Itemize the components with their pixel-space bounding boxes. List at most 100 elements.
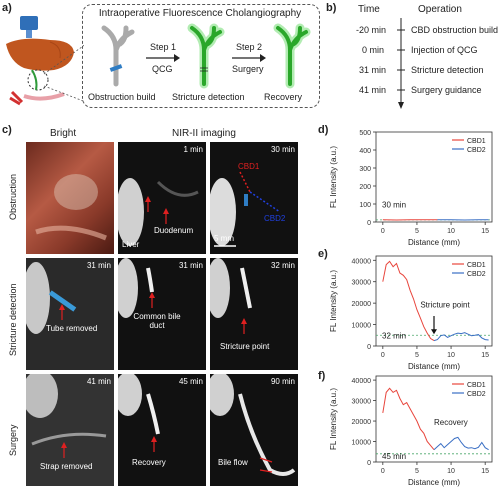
strap-removed-label: Strap removed: [40, 462, 93, 471]
nir-image-1min: 1 min Duodenum Liver: [118, 142, 206, 254]
time-label: 90 min: [270, 377, 295, 386]
legend-label: CBD1: [467, 138, 486, 145]
recovery-label: Recovery: [132, 458, 166, 467]
y-axis-label: FL Intensity (a.u.): [329, 146, 338, 208]
x-tick-label: 5: [415, 468, 419, 475]
chart-annotation: Stricture point: [420, 300, 470, 309]
nir-image-30min: 30 min CBD1 CBD2 5 mm: [210, 142, 298, 254]
panel-b-letter: b): [326, 2, 337, 14]
time-label: 30 min: [270, 145, 295, 154]
series-line-cbd1: [382, 387, 435, 451]
panel-a-letter: a): [2, 2, 12, 14]
time-annotation: 30 min: [382, 201, 406, 210]
x-tick-label: 0: [381, 468, 385, 475]
y-tick-label: 100: [359, 202, 371, 209]
y-tick-label: 0: [367, 460, 371, 467]
bright-image-obstruction: [26, 142, 114, 254]
op-row-2: Injection of QCG: [411, 45, 478, 55]
panel-f-letter: f): [318, 370, 326, 382]
x-tick-label: 15: [481, 352, 489, 359]
y-tick-label: 30000: [352, 280, 372, 287]
time-annotation: 45 min: [382, 452, 406, 461]
duodenum-label: Duodenum: [154, 226, 194, 235]
obstruction-duct: [101, 25, 135, 87]
workflow-title: Intraoperative Fluorescence Cholangiogra…: [98, 8, 302, 19]
series-line-cbd2: [433, 332, 489, 342]
x-tick-label: 0: [381, 352, 385, 359]
y-axis-label: FL Intensity (a.u.): [329, 270, 338, 332]
x-tick-label: 10: [447, 468, 455, 475]
recovery-duct: [273, 23, 311, 89]
y-tick-label: 10000: [352, 440, 372, 447]
col-time-header: Time: [358, 4, 380, 15]
op-row-3: Stricture detection: [411, 65, 484, 75]
legend-label: CBD2: [467, 271, 486, 278]
y-tick-label: 40000: [352, 258, 372, 265]
x-tick-label: 15: [481, 228, 489, 235]
nir-image-45min: 45 min Recovery: [118, 374, 206, 486]
time-label: 31 min: [178, 261, 203, 270]
chart-annotation: Recovery: [434, 418, 468, 427]
workflow-box: [82, 4, 320, 108]
stricture-point-label: Stricture point: [220, 342, 270, 351]
step2-label: Step 2: [236, 42, 263, 52]
time-label: 45 min: [178, 377, 203, 386]
time-row-4: 41 min: [359, 85, 387, 95]
op-row-4: Surgery guidance: [411, 85, 482, 95]
timeline-axis: [397, 18, 405, 109]
y-tick-label: 400: [359, 148, 371, 155]
liver-label: Liver: [122, 240, 140, 249]
y-tick-label: 20000: [352, 301, 372, 308]
x-axis-label: Distance (mm): [408, 478, 460, 487]
stricture-duct: [187, 23, 225, 89]
chart-f: 0 10000 20000 30000 40000 0 5 10 15 Distance (mm)…: [329, 375, 493, 487]
nir-image-32min: 32 min Stricture point: [210, 258, 298, 370]
step1-sub: QCG: [152, 64, 173, 74]
step1-label: Step 1: [150, 42, 177, 52]
stage-label-1: Obstruction build: [88, 92, 156, 102]
syringe-icon: [20, 16, 38, 30]
panel-c-letter: c): [2, 124, 12, 136]
x-tick-label: 15: [481, 468, 489, 475]
x-tick-label: 10: [447, 352, 455, 359]
nir-image-31min: 31 min Common bile duct: [118, 258, 206, 370]
y-tick-label: 40000: [352, 378, 372, 385]
y-tick-label: 300: [359, 166, 371, 173]
y-tick-label: 30000: [352, 399, 372, 406]
x-tick-label: 0: [381, 228, 385, 235]
y-tick-label: 0: [367, 344, 371, 351]
y-axis-label: FL Intensity (a.u.): [329, 388, 338, 450]
stage-label-3: Recovery: [264, 92, 303, 102]
x-axis-label: Distance (mm): [408, 238, 460, 247]
time-label: 41 min: [86, 377, 111, 386]
chart-d: 0 100 200 300 400 500 0 5 10 15 Distance (mm) FL In…: [329, 130, 493, 247]
legend-label: CBD2: [467, 147, 486, 154]
zoom-circle: [27, 69, 49, 91]
liver-illustration: [6, 16, 84, 106]
common-bile-duct-label: Common bile duct: [133, 312, 181, 330]
annotation-arrowhead: [431, 329, 437, 335]
y-tick-label: 0: [367, 220, 371, 227]
laser-icon: [9, 90, 24, 106]
plot-frame: [375, 131, 493, 223]
panel-d-letter: d): [318, 124, 329, 136]
x-tick-label: 5: [415, 352, 419, 359]
cbd2-label: CBD2: [264, 214, 286, 223]
step2-sub: Surgery: [232, 64, 264, 74]
col-bright-header: Bright: [50, 128, 77, 139]
y-tick-label: 200: [359, 184, 371, 191]
row-label-surgery: Surgery: [8, 424, 18, 456]
time-label: 1 min: [183, 145, 203, 154]
bright-image-31min: 31 min Tube removed: [26, 258, 114, 370]
chart-e: 0 10000 20000 30000 40000 0 5 10 15 Distance (mm)…: [329, 255, 493, 371]
col-nir-header: NIR-II imaging: [172, 128, 236, 139]
x-axis-label: Distance (mm): [408, 362, 460, 371]
time-row-3: 31 min: [359, 65, 387, 75]
time-annotation: 32 min: [382, 332, 406, 341]
scale-bar-label: 5 mm: [214, 234, 234, 243]
bile-duct-diagrams: [101, 23, 311, 89]
time-row-2: 0 min: [362, 45, 385, 55]
legend-label: CBD1: [467, 382, 486, 389]
time-label: 31 min: [86, 261, 111, 270]
time-label: 32 min: [270, 261, 295, 270]
